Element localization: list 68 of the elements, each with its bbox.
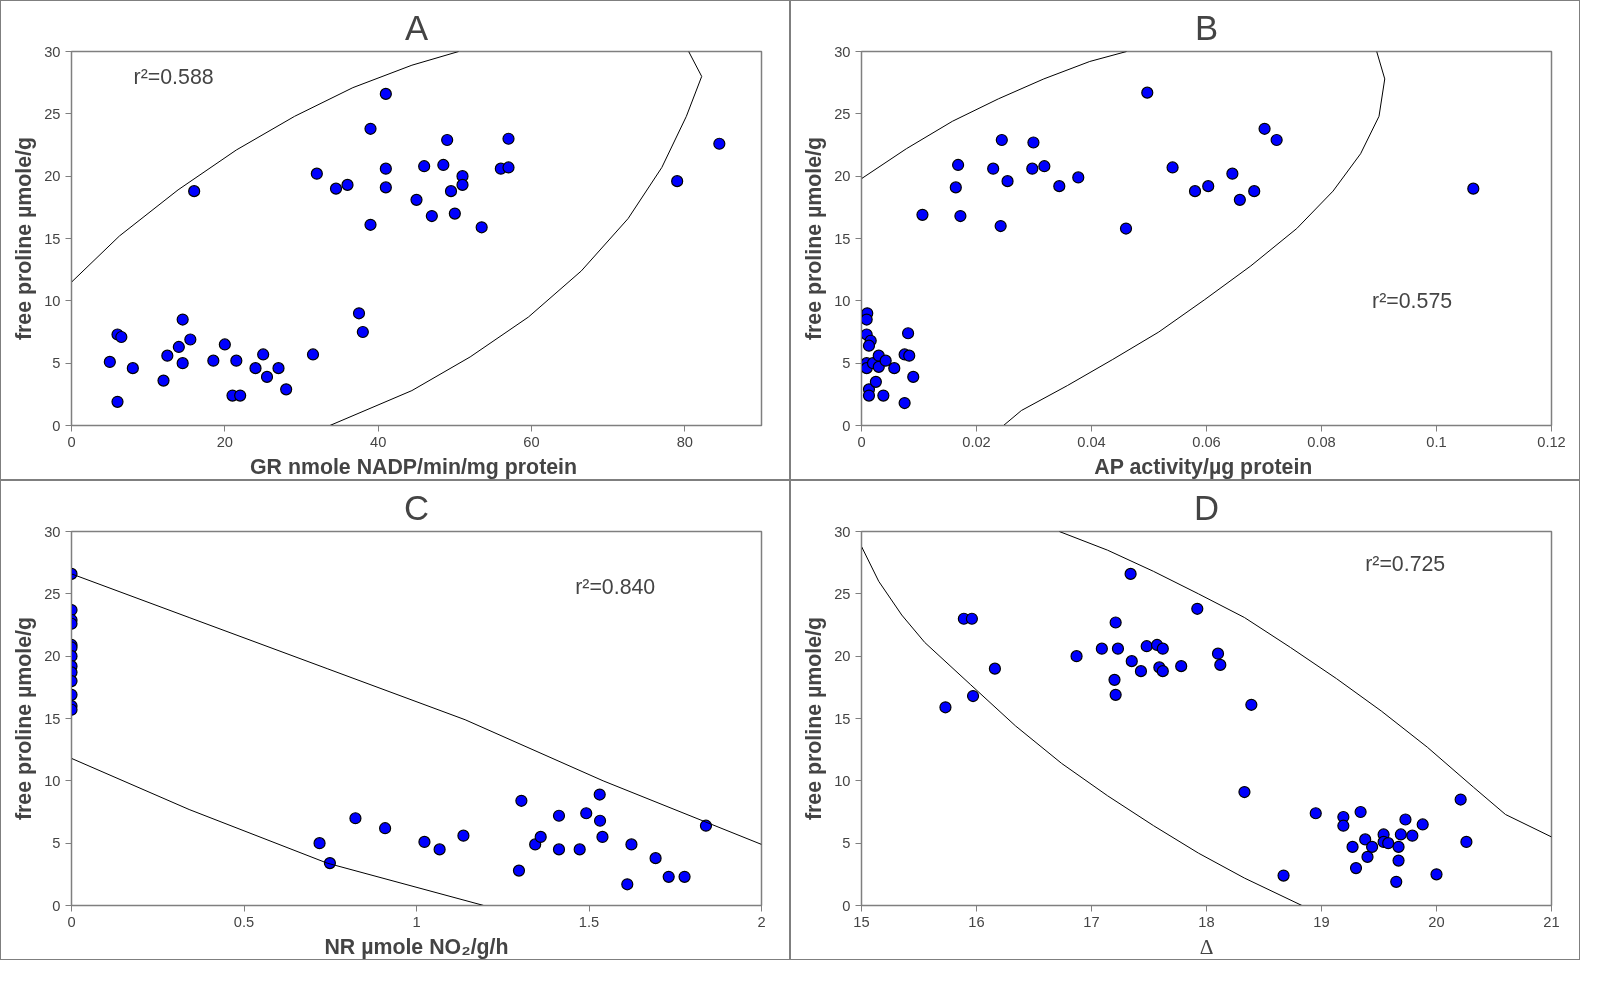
x-tick-label: 0.04 [1077, 433, 1106, 450]
x-tick-label: 15 [853, 913, 870, 930]
annotation: r²=0.840 [575, 574, 656, 599]
x-tick-label: 0.12 [1537, 433, 1566, 450]
x-tick-label: 2 [757, 913, 766, 930]
y-tick-label: 10 [834, 772, 851, 789]
y-tick-label: 5 [52, 355, 61, 372]
x-tick-label: 1.5 [578, 913, 600, 930]
y-tick-label: 20 [834, 648, 851, 665]
annotation: r²=0.575 [1372, 289, 1453, 314]
x-tick-label: 18 [1198, 913, 1215, 930]
y-tick-label: 30 [44, 43, 61, 60]
x-axis-title: NR µmole NO₂/g/h [324, 934, 509, 959]
y-tick-label: 30 [834, 523, 851, 540]
y-tick-label: 5 [842, 835, 851, 852]
y-axis-title: free proline µmole/g [12, 616, 37, 821]
y-tick-label: 25 [834, 105, 851, 122]
y-tick-label: 15 [834, 710, 851, 727]
x-tick-label: 0 [67, 913, 76, 930]
x-tick-label: 0.08 [1307, 433, 1336, 450]
x-tick-label: 20 [216, 433, 233, 450]
x-tick-label: 0 [857, 433, 866, 450]
x-tick-label: 17 [1083, 913, 1100, 930]
y-tick-label: 25 [44, 585, 61, 602]
y-tick-label: 10 [834, 292, 851, 309]
chart-title: C [403, 488, 430, 527]
x-tick-label: 0.5 [233, 913, 255, 930]
x-axis-title: GR nmole NADP/min/mg protein [250, 454, 578, 479]
chart-title: A [404, 8, 429, 47]
x-tick-label: 16 [968, 913, 985, 930]
y-tick-label: 25 [834, 585, 851, 602]
x-tick-label: 21 [1543, 913, 1560, 930]
y-tick-label: 10 [44, 292, 61, 309]
y-tick-label: 0 [52, 897, 61, 914]
y-tick-label: 15 [834, 230, 851, 247]
y-tick-label: 10 [44, 772, 61, 789]
chart-title: B [1194, 8, 1219, 47]
x-tick-label: 20 [1428, 913, 1445, 930]
x-tick-label: 80 [676, 433, 693, 450]
y-tick-label: 15 [44, 230, 61, 247]
y-tick-label: 20 [44, 648, 61, 665]
y-tick-label: 15 [44, 710, 61, 727]
x-tick-label: 0.1 [1426, 433, 1447, 450]
x-tick-label: 60 [523, 433, 540, 450]
x-tick-label: 19 [1313, 913, 1330, 930]
y-axis-title: free proline µmole/g [12, 136, 37, 341]
annotation: r²=0.725 [1365, 552, 1446, 577]
x-tick-label: 40 [370, 433, 387, 450]
y-axis-title: free proline µmole/g [802, 136, 827, 341]
chart-title: D [1193, 488, 1220, 527]
annotation: r²=0.588 [133, 64, 214, 89]
y-tick-label: 25 [44, 105, 61, 122]
y-tick-label: 20 [834, 168, 851, 185]
y-tick-label: 30 [834, 43, 851, 60]
y-tick-label: 20 [44, 168, 61, 185]
y-tick-label: 0 [842, 897, 851, 914]
y-tick-label: 5 [842, 355, 851, 372]
y-tick-label: 30 [44, 523, 61, 540]
y-tick-label: 5 [52, 835, 61, 852]
x-tick-label: 1 [412, 913, 421, 930]
x-tick-label: 0.02 [962, 433, 991, 450]
x-axis-title: AP activity/µg protein [1094, 454, 1313, 479]
x-tick-label: 0 [67, 433, 76, 450]
x-tick-label: 0.06 [1192, 433, 1221, 450]
x-axis-title: Δ [1199, 934, 1214, 959]
y-tick-label: 0 [52, 417, 61, 434]
y-tick-label: 0 [842, 417, 851, 434]
y-axis-title: free proline µmole/g [802, 616, 827, 821]
